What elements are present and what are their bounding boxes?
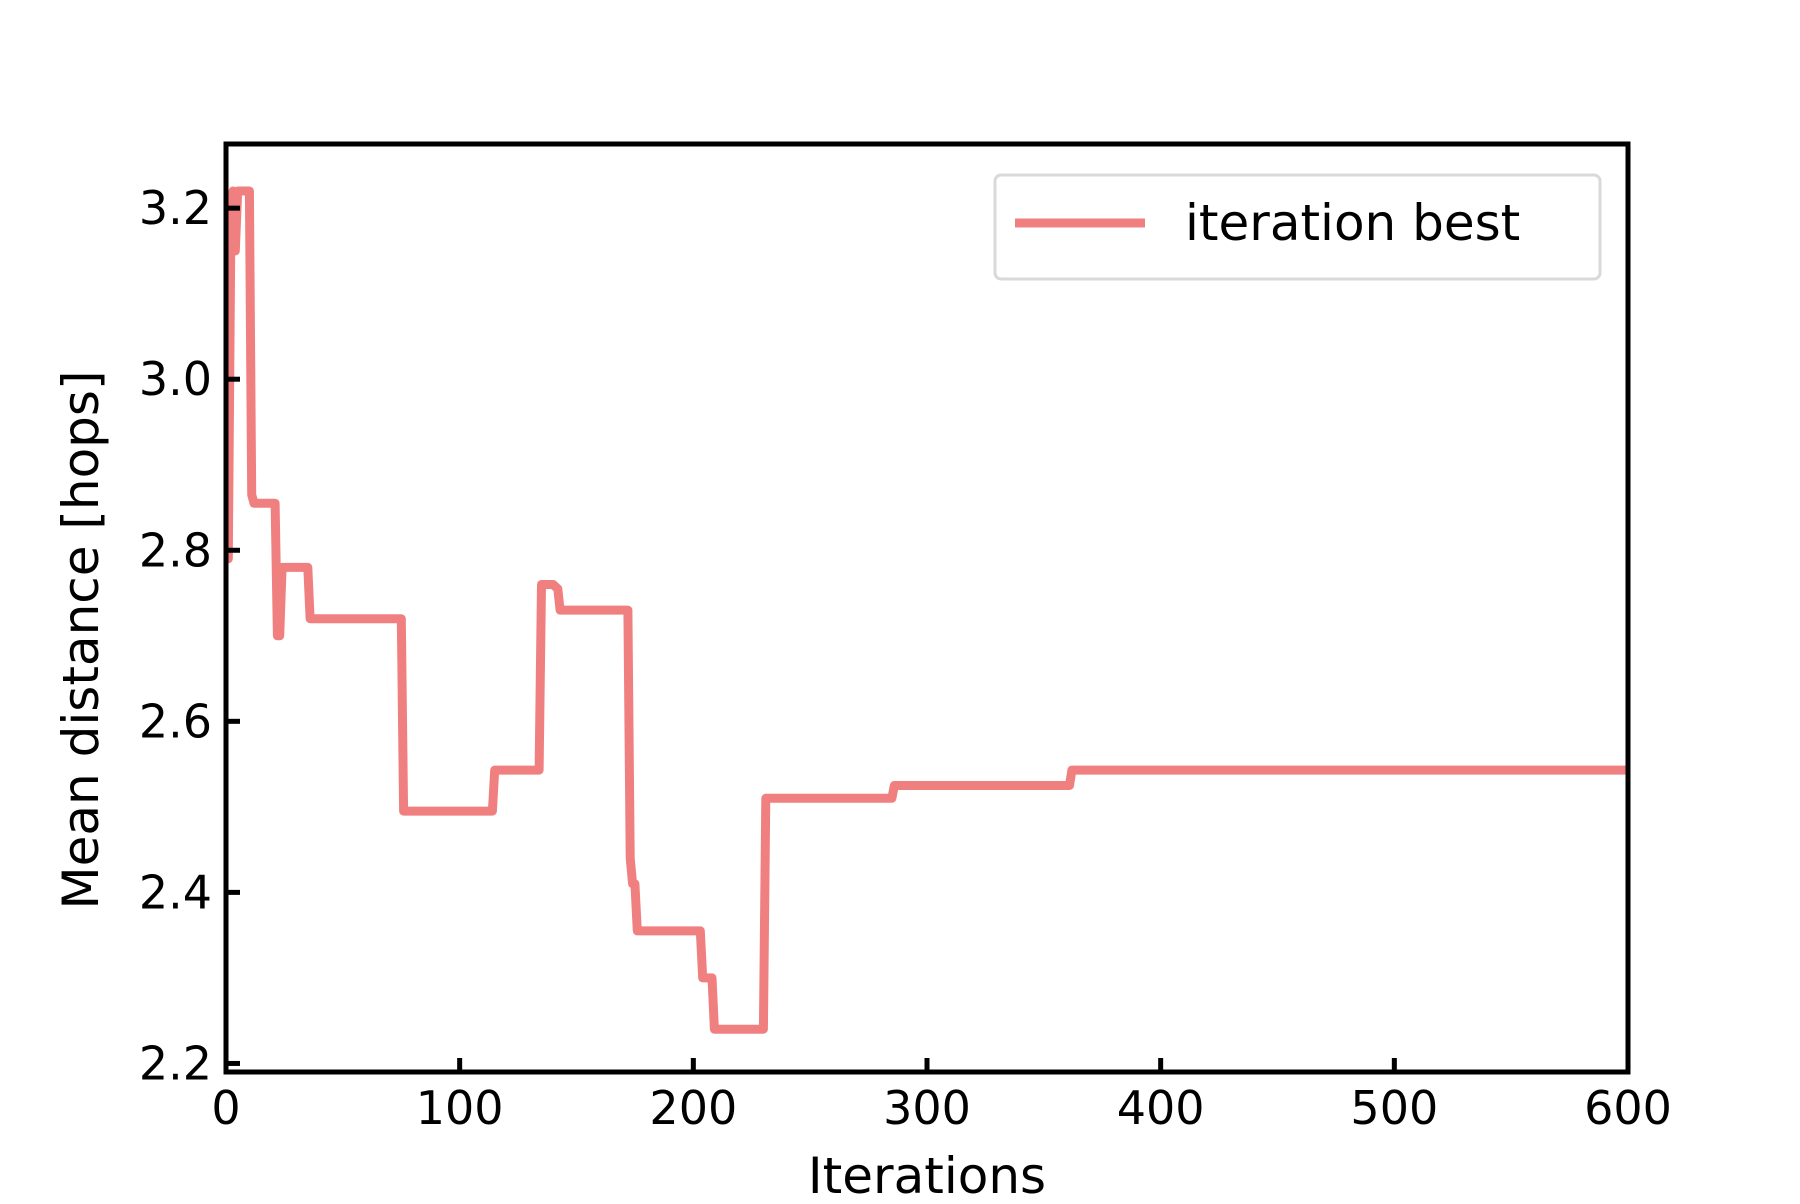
x-tick-label: 200 [649,1081,737,1135]
x-tick-label: 100 [416,1081,504,1135]
x-tick-label: 300 [883,1081,971,1135]
legend-box [993,173,1602,281]
y-tick-label: 2.4 [139,865,212,919]
x-tick-label: 0 [211,1081,240,1135]
legend-label-iteration-best: iteration best [1185,194,1520,252]
y-tick-label: 2.8 [139,523,212,577]
y-tick-label: 3.0 [139,352,212,406]
x-tick-label: 500 [1350,1081,1438,1135]
y-tick-label: 2.6 [139,694,212,748]
tick-layer: 0 100 200 300 400 500 600 2.2 2.4 2.6 2.8 3.0 3.2 [139,181,1672,1135]
x-tick-label: 600 [1584,1081,1672,1135]
y-tick-label: 3.2 [139,181,212,235]
x-tick-label: 400 [1117,1081,1205,1135]
series-layer [223,186,1628,1034]
series-line-iteration-best [223,186,1628,1034]
plot-frame [223,141,1631,1075]
y-axis-label: Mean distance [hops] [52,371,110,910]
y-tick-label: 2.2 [139,1036,212,1090]
x-axis-label: Iterations [808,1147,1046,1200]
legend: iteration best [993,173,1602,281]
